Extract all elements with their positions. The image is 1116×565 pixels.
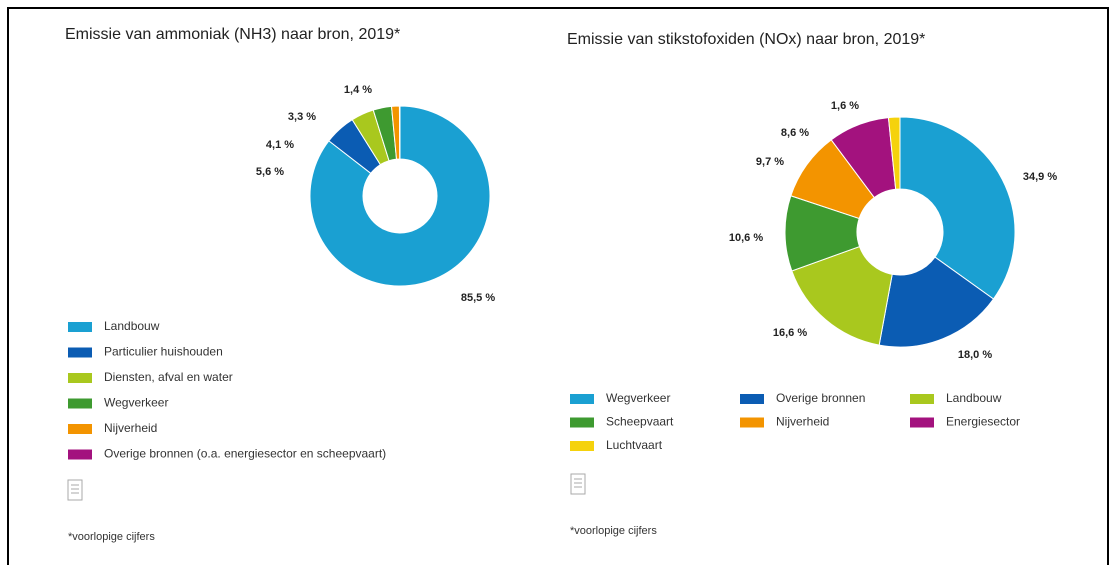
print-icon xyxy=(67,473,586,501)
chart-title: Emissie van stikstofoxiden (NOx) naar br… xyxy=(567,31,925,48)
legend-swatch xyxy=(68,373,92,383)
footnote: *voorlopige cijfers xyxy=(570,525,657,537)
legend-swatch xyxy=(570,417,594,428)
donut-slice xyxy=(398,105,401,160)
chart-title: Emissie van ammoniak (NH3) naar bron, 20… xyxy=(65,26,400,43)
value-label: 9,7 % xyxy=(756,156,784,168)
legend-label: Wegverkeer xyxy=(606,391,670,405)
value-label: 1,6 % xyxy=(831,100,859,112)
legend-label: Landbouw xyxy=(104,319,160,333)
legend-label: Particulier huishouden xyxy=(104,345,223,359)
legend-swatch xyxy=(68,424,92,434)
donut-slice xyxy=(887,116,901,190)
legend-label: Landbouw xyxy=(946,391,1002,405)
legend-swatch xyxy=(910,394,934,404)
value-label: 16,6 % xyxy=(773,327,807,339)
legend-label: Overige bronnen xyxy=(776,391,865,405)
legend-swatch xyxy=(68,322,92,332)
value-label: 18,0 % xyxy=(958,349,992,361)
value-label: 3,3 % xyxy=(288,111,316,123)
legend-label: Luchtvaart xyxy=(606,438,663,452)
value-label: 1,4 % xyxy=(344,84,372,96)
legend-label: Diensten, afval en water xyxy=(104,370,233,384)
legend-swatch xyxy=(68,449,92,460)
donut-slice xyxy=(878,256,995,348)
value-label: 10,6 % xyxy=(729,232,763,244)
value-label: 4,1 % xyxy=(266,139,294,151)
value-label: 85,5 % xyxy=(461,292,495,304)
legend-swatch xyxy=(740,394,764,404)
legend-swatch xyxy=(68,347,92,358)
value-label: 5,6 % xyxy=(256,166,284,178)
value-label: 8,6 % xyxy=(781,127,809,139)
legend-label: Energiesector xyxy=(946,415,1020,429)
legend-label: Nijverheid xyxy=(776,415,829,429)
legend-swatch xyxy=(570,394,594,404)
donut-slice xyxy=(899,116,1016,300)
legend-label: Nijverheid xyxy=(104,421,157,435)
donut-slice xyxy=(309,105,491,287)
legend-swatch xyxy=(740,417,764,428)
donut-slice xyxy=(791,245,893,346)
legend-swatch xyxy=(910,417,934,428)
legend-swatch xyxy=(570,441,594,451)
legend-label: Scheepvaart xyxy=(606,415,674,429)
value-label: 34,9 % xyxy=(1023,171,1057,183)
legend-swatch xyxy=(68,398,92,409)
legend-label: Overige bronnen (o.a. energiesector en s… xyxy=(104,447,386,461)
footnote: *voorlopige cijfers xyxy=(68,531,155,543)
legend-label: Wegverkeer xyxy=(104,396,168,410)
